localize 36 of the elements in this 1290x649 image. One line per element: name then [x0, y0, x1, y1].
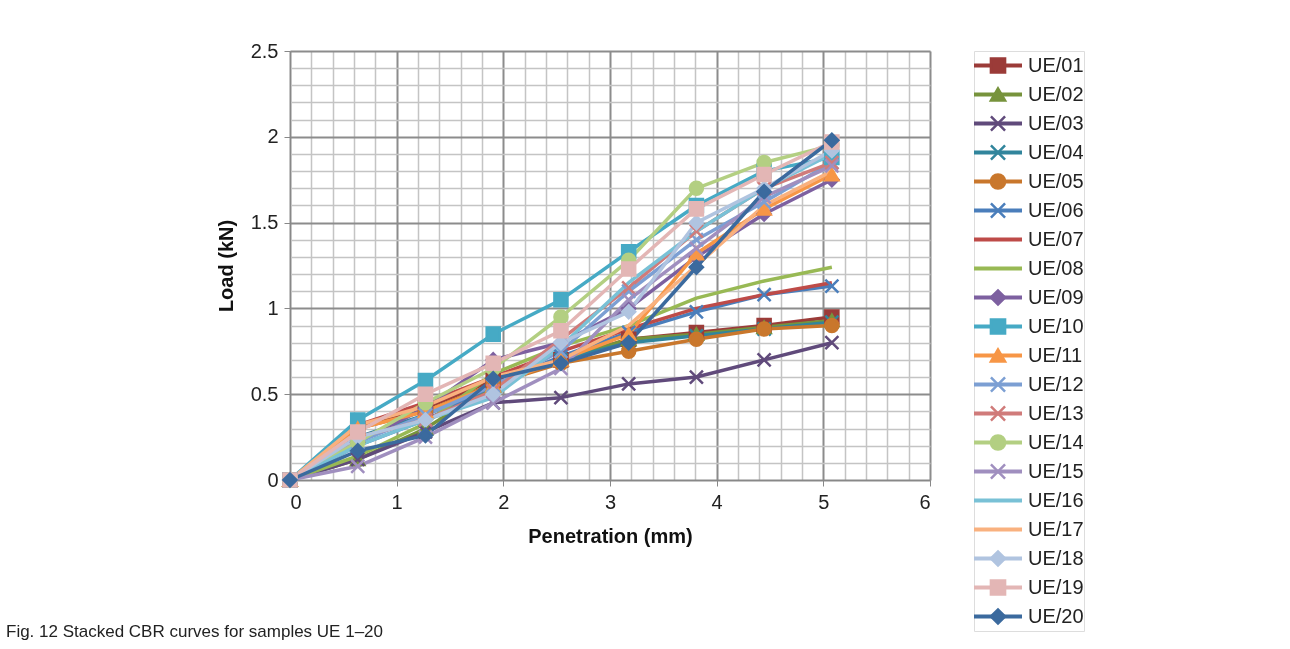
y-tick-label: 1.5	[250, 211, 279, 234]
x-tick-label: 2	[498, 490, 510, 513]
y-tick-label: 2	[267, 125, 279, 148]
legend-label: UE/16	[1028, 488, 1084, 511]
legend-label: UE/06	[1028, 198, 1084, 221]
x-tick-label: 6	[919, 490, 931, 513]
x-tick-label: 1	[391, 490, 403, 513]
x-tick-label: 5	[818, 490, 830, 513]
y-tick-label: 2.5	[250, 39, 279, 62]
legend-label: UE/17	[1028, 517, 1084, 540]
y-tick-label: 0	[267, 468, 279, 491]
x-tick-label: 3	[604, 490, 617, 513]
legend-label: UE/10	[1028, 314, 1084, 337]
legend-label: UE/15	[1028, 459, 1084, 482]
y-axis-title: Load (kN)	[214, 219, 237, 313]
x-axis-title: Penetration (mm)	[528, 524, 693, 547]
legend-label: UE/14	[1028, 430, 1084, 453]
legend-label: UE/08	[1028, 256, 1084, 279]
legend-label: UE/01	[1028, 53, 1084, 76]
y-tick-label: 0.5	[250, 382, 279, 405]
y-tick-label: 1	[267, 296, 279, 319]
legend-label: UE/04	[1028, 140, 1084, 163]
legend-label: UE/11	[1028, 343, 1083, 366]
x-tick-label: 4	[711, 490, 723, 513]
legend-label: UE/07	[1028, 227, 1084, 250]
legend-label: UE/05	[1028, 169, 1084, 192]
legend-label: UE/20	[1028, 604, 1084, 627]
legend-label: UE/02	[1028, 82, 1084, 105]
legend-label: UE/18	[1028, 546, 1084, 569]
legend-label: UE/09	[1028, 285, 1084, 308]
legend-label: UE/19	[1028, 575, 1084, 598]
legend-label: UE/12	[1028, 372, 1084, 395]
x-tick-label: 0	[290, 490, 302, 513]
legend-label: UE/03	[1028, 111, 1084, 134]
legend-label: UE/13	[1028, 401, 1084, 424]
caption: Fig. 12 Stacked CBR curves for samples UE 1–20	[6, 622, 383, 641]
